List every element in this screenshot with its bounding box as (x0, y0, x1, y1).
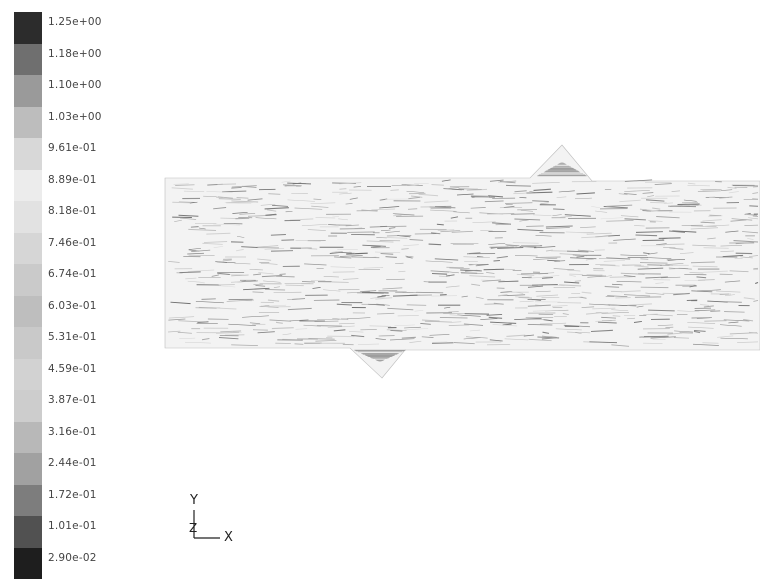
legend-entry: 3.87e-01 (14, 390, 124, 422)
flow-field-plot (160, 140, 760, 390)
legend-label: 1.25e+00 (48, 16, 102, 28)
legend-swatch (14, 485, 42, 517)
legend-entry: 2.44e-01 (14, 453, 124, 485)
legend-swatch (14, 138, 42, 170)
legend-label: 6.03e-01 (48, 300, 97, 312)
legend-label: 9.61e-01 (48, 142, 97, 154)
x-axis-label: X (224, 531, 233, 544)
color-legend: 1.25e+00 1.18e+00 1.10e+00 1.03e+00 9.61e-01… (14, 12, 124, 579)
legend-label: 1.10e+00 (48, 79, 102, 91)
legend-label: 6.74e-01 (48, 268, 97, 280)
z-axis-label: Z (189, 522, 197, 534)
legend-entry: 6.03e-01 (14, 296, 124, 328)
legend-label: 7.46e-01 (48, 237, 97, 249)
legend-label: 5.31e-01 (48, 331, 97, 343)
legend-entry: 1.72e-01 (14, 485, 124, 517)
legend-entry: 2.90e-02 (14, 548, 124, 579)
legend-entry: 1.03e+00 (14, 107, 124, 139)
legend-swatch (14, 453, 42, 485)
legend-swatch (14, 327, 42, 359)
legend-entry: 4.59e-01 (14, 359, 124, 391)
legend-entry: 3.16e-01 (14, 422, 124, 454)
legend-label: 2.44e-01 (48, 457, 97, 469)
legend-entry: 7.46e-01 (14, 233, 124, 265)
legend-swatch (14, 264, 42, 296)
legend-label: 1.01e-01 (48, 520, 97, 532)
legend-entry: 1.25e+00 (14, 12, 124, 44)
legend-swatch (14, 296, 42, 328)
legend-entry: 1.18e+00 (14, 44, 124, 76)
legend-label: 4.59e-01 (48, 363, 97, 375)
legend-swatch (14, 170, 42, 202)
legend-swatch (14, 359, 42, 391)
legend-label: 8.89e-01 (48, 174, 97, 186)
legend-entry: 8.89e-01 (14, 170, 124, 202)
legend-swatch (14, 516, 42, 548)
legend-swatch (14, 75, 42, 107)
legend-swatch (14, 107, 42, 139)
legend-label: 3.16e-01 (48, 426, 97, 438)
legend-entry: 9.61e-01 (14, 138, 124, 170)
legend-swatch (14, 201, 42, 233)
legend-swatch (14, 12, 42, 44)
legend-swatch (14, 390, 42, 422)
legend-swatch (14, 422, 42, 454)
legend-entry: 1.10e+00 (14, 75, 124, 107)
legend-label: 3.87e-01 (48, 394, 97, 406)
legend-swatch (14, 233, 42, 265)
legend-label: 8.18e-01 (48, 205, 97, 217)
legend-entry: 5.31e-01 (14, 327, 124, 359)
legend-label: 1.72e-01 (48, 489, 97, 501)
legend-entry: 1.01e-01 (14, 516, 124, 548)
legend-swatch (14, 44, 42, 76)
legend-entry: 8.18e-01 (14, 201, 124, 233)
legend-label: 1.03e+00 (48, 111, 102, 123)
legend-label: 1.18e+00 (48, 48, 102, 60)
y-axis-label: Y (190, 494, 198, 507)
legend-swatch (14, 548, 42, 579)
axis-triad: Y Z X (180, 490, 260, 550)
legend-entry: 6.74e-01 (14, 264, 124, 296)
legend-label: 2.90e-02 (48, 552, 97, 564)
